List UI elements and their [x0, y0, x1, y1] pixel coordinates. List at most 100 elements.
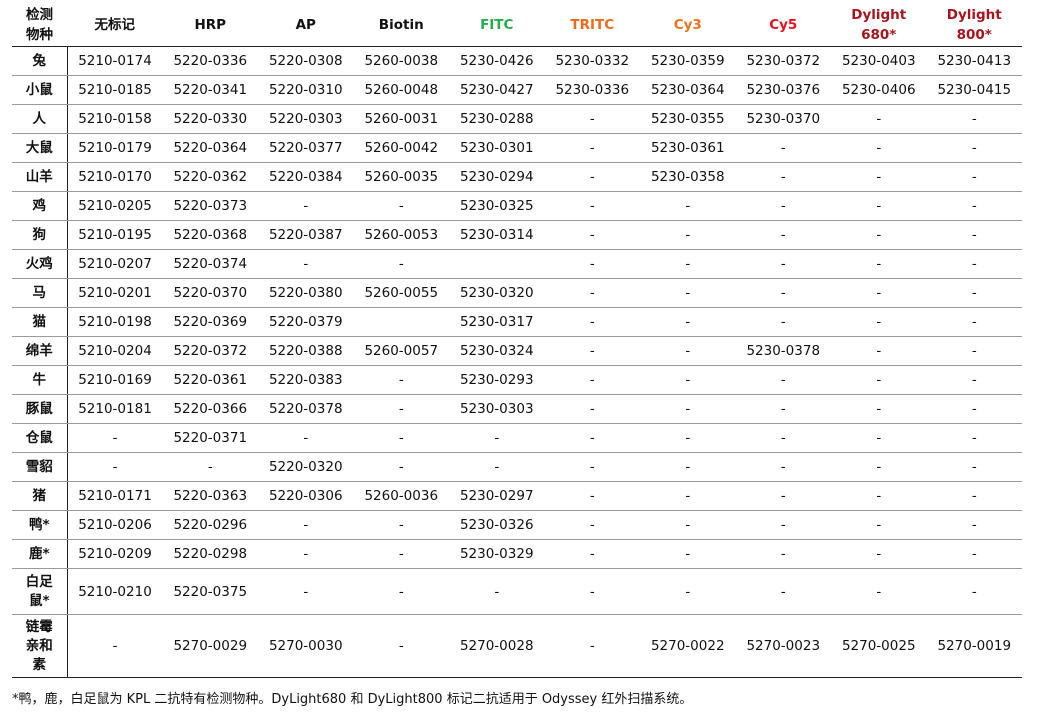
- catalog-cell: -: [258, 510, 354, 540]
- catalog-cell: -: [67, 452, 163, 482]
- catalog-cell: -: [640, 510, 736, 540]
- catalog-cell: 5230-0336: [544, 75, 640, 105]
- catalog-cell: 5210-0171: [67, 481, 163, 511]
- catalog-cell: 5220-0372: [162, 336, 258, 366]
- species-cell: 白足鼠*: [12, 568, 68, 615]
- catalog-cell: 5220-0374: [162, 249, 258, 279]
- catalog-cell: -: [544, 278, 640, 308]
- catalog-cell: -: [162, 452, 258, 482]
- species-cell: 仓鼠: [12, 423, 68, 453]
- table-row: 山羊 5210-0170 5220-0362 5220-0384 5260-0035 52…: [12, 162, 1022, 192]
- catalog-cell: -: [258, 191, 354, 221]
- catalog-cell: 5260-0042: [353, 133, 449, 163]
- column-header-label: Dylight 680*: [851, 7, 907, 43]
- catalog-cell: -: [544, 510, 640, 540]
- catalog-cell: -: [544, 162, 640, 192]
- catalog-cell: 5230-0359: [640, 46, 736, 76]
- catalog-cell: 5220-0368: [162, 220, 258, 250]
- footnote: *鸭，鹿，白足鼠为 KPL 二抗特有检测物种。DyLight680 和 DyLi…: [12, 692, 693, 707]
- species-cell: 大鼠: [12, 133, 68, 163]
- catalog-cell: -: [735, 423, 831, 453]
- catalog-cell: 5230-0326: [449, 510, 545, 540]
- catalog-cell: -: [544, 423, 640, 453]
- column-header-label: Dylight 800*: [946, 7, 1002, 43]
- catalog-cell: -: [926, 394, 1022, 424]
- catalog-cell: -: [640, 336, 736, 366]
- catalog-cell: -: [544, 191, 640, 221]
- catalog-cell: 5210-0170: [67, 162, 163, 192]
- catalog-cell: -: [544, 568, 640, 615]
- catalog-cell: 5230-0370: [735, 104, 831, 134]
- table-row: 火鸡 5210-0207 5220-0374- - - - - - -: [12, 249, 1022, 279]
- column-header-label: Cy5: [769, 17, 798, 33]
- catalog-cell: 5220-0380: [258, 278, 354, 308]
- column-header: AP: [258, 4, 354, 47]
- table-row: 牛 5210-0169 5220-0361 5220-0383-5230-0293- -…: [12, 365, 1022, 395]
- species-cell: 雪貂: [12, 452, 68, 482]
- species-header-line: 物种: [26, 27, 53, 43]
- catalog-cell: 5210-0181: [67, 394, 163, 424]
- catalog-cell: [449, 249, 545, 279]
- column-header: FITC: [449, 4, 545, 47]
- catalog-cell: 5260-0048: [353, 75, 449, 105]
- catalog-cell: -: [831, 191, 927, 221]
- catalog-cell: 5230-0303: [449, 394, 545, 424]
- table-row: 大鼠 5210-0179 5220-0364 5220-0377 5260-0042 52…: [12, 133, 1022, 163]
- catalog-cell: -: [926, 365, 1022, 395]
- column-header-label: Biotin: [378, 17, 424, 33]
- catalog-cell: -: [640, 423, 736, 453]
- catalog-cell: -: [544, 249, 640, 279]
- column-header-label: 无标记: [94, 17, 136, 33]
- catalog-cell: 5230-0426: [449, 46, 545, 76]
- catalog-cell: -: [449, 423, 545, 453]
- catalog-cell: -: [544, 452, 640, 482]
- catalog-cell: -: [831, 510, 927, 540]
- column-header: Biotin: [353, 4, 449, 47]
- catalog-cell: 5220-0384: [258, 162, 354, 192]
- header-row: 检测 物种 无标记 HRP AP Biotin FITC TRITC Cy3 Cy5 Dyligh…: [12, 4, 1022, 47]
- catalog-cell: 5270-0028: [449, 614, 545, 678]
- table-row: 白足鼠* 5210-0210 5220-0375- - - - - - - -: [12, 568, 1022, 615]
- catalog-cell: -: [353, 614, 449, 678]
- catalog-cell: -: [831, 307, 927, 337]
- catalog-cell: -: [926, 278, 1022, 308]
- catalog-cell: 5220-0308: [258, 46, 354, 76]
- catalog-cell: 5270-0029: [162, 614, 258, 678]
- catalog-cell: 5220-0320: [258, 452, 354, 482]
- catalog-cell: -: [640, 365, 736, 395]
- column-header-label: Cy3: [673, 17, 702, 33]
- catalog-cell: -: [831, 481, 927, 511]
- catalog-cell: 5220-0387: [258, 220, 354, 250]
- table-row: 仓鼠 -5220-0371- - - - - - - -: [12, 423, 1022, 453]
- catalog-cell: -: [67, 614, 163, 678]
- catalog-cell: -: [831, 394, 927, 424]
- catalog-cell: 5270-0019: [926, 614, 1022, 678]
- species-cell: 猪: [12, 481, 68, 511]
- table-row: 狗 5210-0195 5220-0368 5220-0387 5260-0053 523…: [12, 220, 1022, 250]
- catalog-cell: 5220-0371: [162, 423, 258, 453]
- catalog-cell: 5230-0288: [449, 104, 545, 134]
- catalog-cell: 5220-0373: [162, 191, 258, 221]
- species-cell: 鸡: [12, 191, 68, 221]
- catalog-cell: -: [544, 307, 640, 337]
- catalog-cell: -: [831, 162, 927, 192]
- catalog-cell: -: [640, 307, 736, 337]
- catalog-cell: 5270-0025: [831, 614, 927, 678]
- catalog-cell: 5210-0158: [67, 104, 163, 134]
- catalog-cell: -: [926, 336, 1022, 366]
- catalog-cell: 5230-0297: [449, 481, 545, 511]
- catalog-cell: -: [831, 365, 927, 395]
- catalog-cell: -: [544, 336, 640, 366]
- species-cell: 马: [12, 278, 68, 308]
- catalog-cell: 5220-0361: [162, 365, 258, 395]
- table-row: 鸭* 5210-0206 5220-0296- -5230-0326- - - - -: [12, 510, 1022, 540]
- catalog-cell: -: [735, 452, 831, 482]
- catalog-cell: 5220-0375: [162, 568, 258, 615]
- species-cell: 绵羊: [12, 336, 68, 366]
- catalog-cell: -: [258, 249, 354, 279]
- catalog-cell: -: [640, 278, 736, 308]
- catalog-cell: 5230-0314: [449, 220, 545, 250]
- catalog-cell: 5220-0341: [162, 75, 258, 105]
- catalog-cell: -: [544, 220, 640, 250]
- catalog-cell: -: [258, 423, 354, 453]
